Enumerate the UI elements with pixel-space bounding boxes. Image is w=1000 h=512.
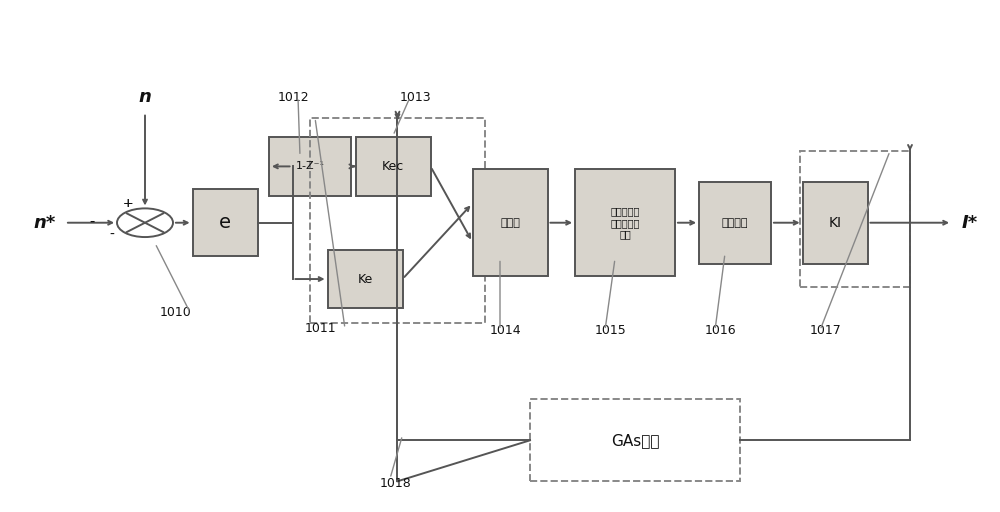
Text: 1017: 1017 — [810, 324, 842, 337]
Text: 1013: 1013 — [400, 91, 432, 104]
Bar — [699, 182, 771, 264]
Text: 1014: 1014 — [490, 324, 522, 337]
Text: n: n — [139, 88, 151, 106]
Text: 1-Z⁻¹: 1-Z⁻¹ — [296, 161, 324, 172]
Text: 1016: 1016 — [705, 324, 737, 337]
Text: Ke: Ke — [357, 272, 373, 286]
Bar — [356, 137, 431, 196]
Bar — [802, 182, 868, 264]
Text: 1010: 1010 — [160, 306, 192, 319]
Text: +: + — [123, 197, 133, 210]
Bar — [310, 118, 485, 323]
Text: GAs尋优: GAs尋优 — [611, 433, 659, 448]
Text: -: - — [110, 227, 114, 242]
Text: e: e — [219, 213, 231, 232]
Bar — [269, 137, 351, 196]
Text: Kec: Kec — [382, 160, 404, 173]
Text: -: - — [85, 214, 95, 229]
Text: 1018: 1018 — [380, 477, 412, 490]
Bar — [800, 151, 910, 287]
Text: n*: n* — [34, 214, 56, 232]
Text: 1011: 1011 — [305, 322, 337, 335]
Text: 模糊化: 模糊化 — [500, 218, 520, 228]
Bar — [575, 169, 675, 276]
Text: 1015: 1015 — [595, 324, 627, 337]
Text: +: + — [123, 197, 133, 210]
Bar — [473, 169, 548, 276]
Text: 1012: 1012 — [278, 91, 310, 104]
Text: I*: I* — [962, 214, 978, 232]
Bar — [192, 189, 258, 256]
Text: KI: KI — [828, 216, 842, 230]
Text: 遗传算法优
化过的模糊
规则: 遗传算法优 化过的模糊 规则 — [610, 206, 640, 239]
Bar — [530, 399, 740, 481]
Text: 反模糊化: 反模糊化 — [722, 218, 748, 228]
Bar — [328, 249, 402, 308]
